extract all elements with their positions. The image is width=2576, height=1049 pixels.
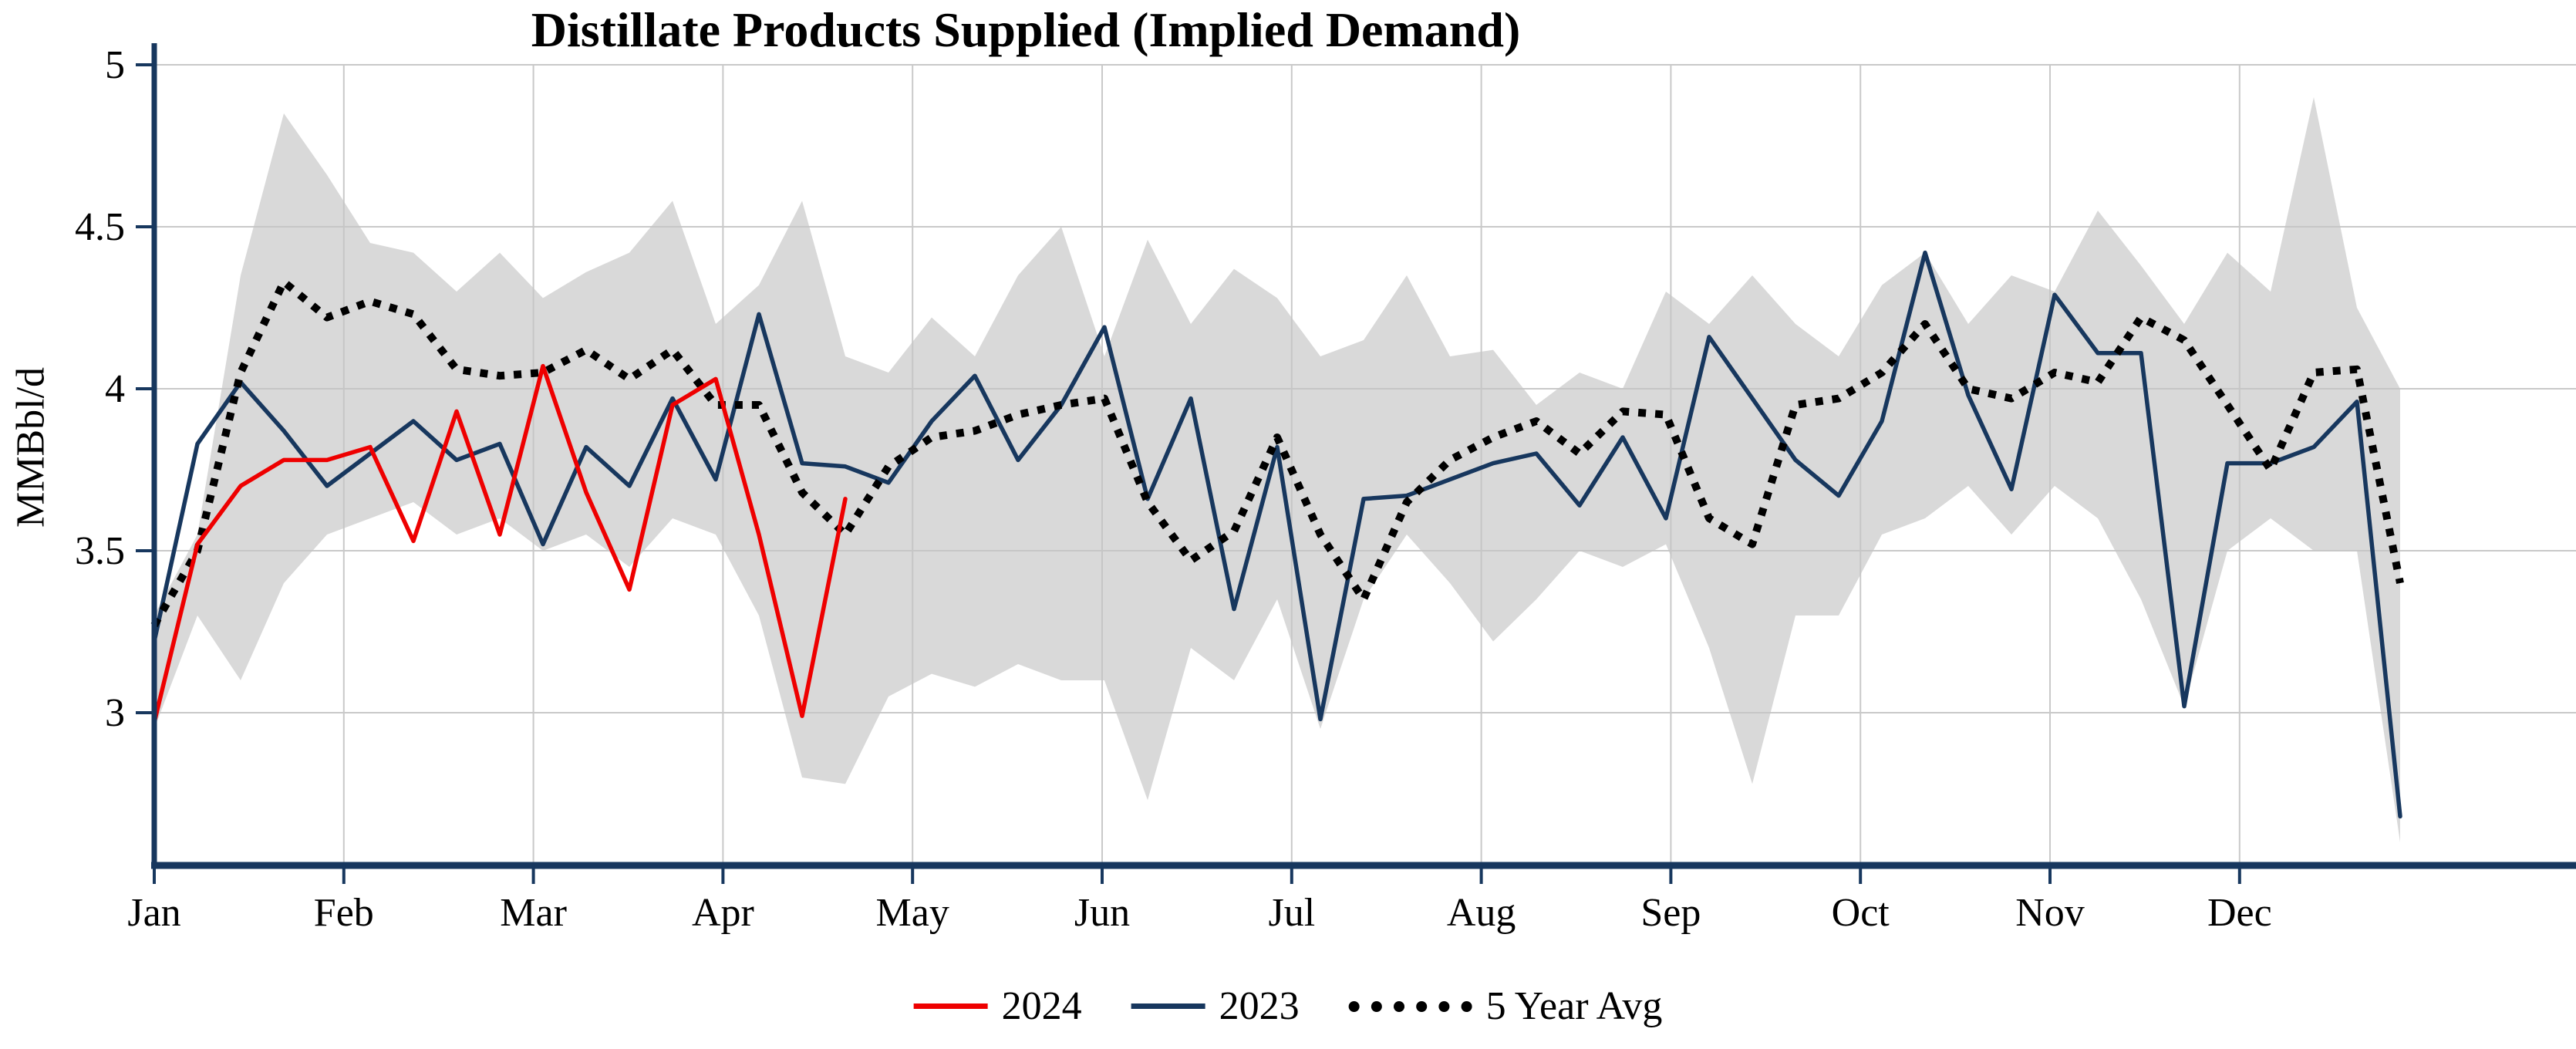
x-tick-label: Dec [2207, 891, 2272, 935]
legend-line-2023 [1131, 1003, 1205, 1009]
legend-line-5-year-avg [1348, 1000, 1472, 1012]
x-tick-label: Jul [1268, 891, 1315, 935]
five-year-range-band [154, 97, 2400, 842]
series-line-2023 [152, 250, 2402, 819]
x-tick-label: Oct [1832, 891, 1890, 935]
y-tick-label: 4.5 [75, 205, 125, 249]
chart-title: Distillate Products Supplied (Implied De… [531, 2, 1521, 57]
x-tick-label: Mar [500, 891, 567, 935]
x-tick-label: Feb [314, 891, 374, 935]
x-tick-label: Aug [1447, 891, 1516, 935]
legend-label-2024: 2024 [1001, 984, 1082, 1028]
legend: 2024 2023 5 Year Avg [913, 983, 1663, 1029]
legend-item-2024: 2024 [913, 983, 1082, 1029]
x-tick-label: May [876, 891, 949, 935]
y-tick-label: 3 [105, 691, 125, 735]
legend-item-5-year-avg: 5 Year Avg [1348, 983, 1663, 1029]
legend-label-5-year-avg: 5 Year Avg [1485, 984, 1663, 1028]
y-tick-label: 5 [105, 43, 125, 87]
legend-line-2024 [913, 1003, 988, 1009]
legend-item-2023: 2023 [1131, 983, 1300, 1029]
y-tick-label: 3.5 [75, 529, 125, 573]
x-tick-label: Nov [2015, 891, 2085, 935]
y-tick-label: 4 [105, 367, 125, 411]
series-line-2024 [152, 363, 848, 725]
series-line-5-year-avg [150, 278, 2404, 628]
x-tick-label: Jun [1074, 891, 1130, 935]
x-tick-label: Sep [1640, 891, 1701, 935]
x-tick-label: Jan [127, 891, 180, 935]
legend-label-2023: 2023 [1219, 984, 1300, 1028]
x-tick-label: Apr [692, 891, 754, 935]
